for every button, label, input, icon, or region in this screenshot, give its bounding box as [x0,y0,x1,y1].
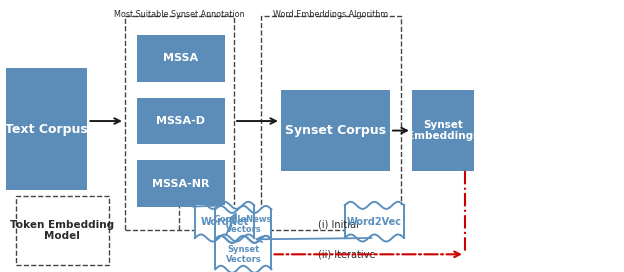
Text: MSSA: MSSA [163,54,198,63]
Bar [137,35,225,82]
Bar [195,205,254,238]
Text: Word Embeddings Algorithm: Word Embeddings Algorithm [273,10,388,18]
Text: Synset
Vectors: Synset Vectors [225,245,261,264]
Bar [137,98,225,144]
Text: MSSA-NR: MSSA-NR [152,179,210,188]
Bar [137,160,225,207]
Text: Word2Vec: Word2Vec [347,217,402,227]
Bar [16,196,109,265]
Text: GoogleNews
Vectors: GoogleNews Vectors [214,215,273,234]
Bar [344,205,404,238]
Text: (ii) Iterative: (ii) Iterative [318,249,376,259]
Bar [215,239,271,269]
Bar [261,16,401,230]
Bar [215,209,271,239]
Text: WordNet: WordNet [200,217,249,227]
Text: Synset Corpus: Synset Corpus [285,124,386,137]
Bar [125,16,234,230]
Bar [281,90,390,171]
Text: Text Corpus: Text Corpus [6,123,88,136]
Bar [412,90,474,171]
Text: (i) Initial: (i) Initial [318,220,359,229]
Text: Most Suitable Synset Annotation: Most Suitable Synset Annotation [114,10,245,18]
Text: MSSA-D: MSSA-D [157,116,205,126]
Text: Token Embedding
Model: Token Embedding Model [11,220,114,241]
Text: Synset
Embeddings: Synset Embeddings [407,120,479,141]
Bar [6,68,87,190]
